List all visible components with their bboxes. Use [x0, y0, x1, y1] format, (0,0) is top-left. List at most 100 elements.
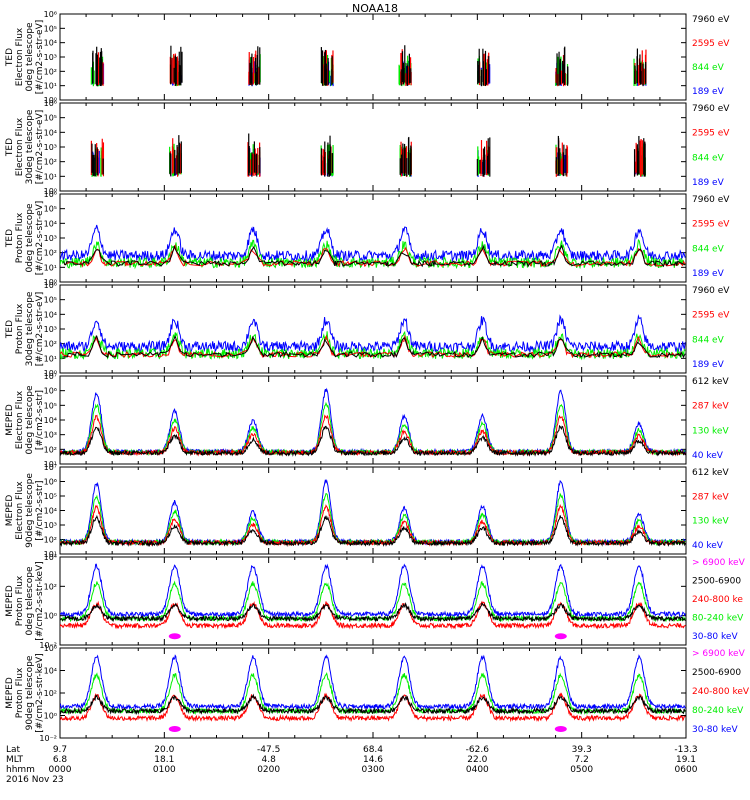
y-tick-label: 10¹: [44, 550, 57, 559]
y-axis-label-line: [#/cm2-s-str-keV]: [35, 653, 45, 732]
series-label: 844 eV: [692, 153, 725, 163]
plot-frame: [59, 193, 687, 283]
y-tick-label: 10⁶: [44, 387, 57, 396]
plot-frame: [59, 556, 687, 646]
y-axis-label-line: [#/cm2-s-str-eV]: [35, 110, 45, 185]
plot-frame: [59, 13, 687, 101]
y-tick-label: 10⁵: [44, 24, 57, 33]
y-axis-label-line: Electron Flux: [15, 117, 25, 176]
series-red: [60, 334, 682, 359]
series-label: 2595 eV: [692, 311, 730, 321]
series-label: 240-800 keV: [692, 687, 750, 697]
y-axis-label-line: [#/cm2-s-str-eV]: [35, 292, 45, 367]
y-tick-label: 10²: [44, 445, 57, 454]
series-label: 287 keV: [692, 402, 729, 412]
series-blue: [60, 224, 686, 263]
plot-frame: [59, 284, 687, 374]
series-label: 2595 eV: [692, 129, 730, 139]
panel-4: 10⁰ 10¹ 10² 10³ 10⁴ 10⁵ 10⁶ TED Proton Flux 30deg…: [5, 281, 730, 378]
y-tick-label: 10¹: [44, 263, 57, 272]
y-axis-label-line: TED: [5, 229, 15, 248]
series-label: 2595 eV: [692, 39, 730, 49]
panel-1: 10⁰ 10¹ 10² 10³ 10⁴ 10⁵ 10⁶ TED Electron Flux 0de…: [5, 10, 730, 105]
series-red: [60, 503, 686, 547]
traces: [90, 45, 647, 87]
footer-mlt-value: 6.8: [53, 755, 68, 765]
y-axis-label-line: Proton Flux: [15, 575, 25, 626]
y-tick-label: 10⁰: [44, 96, 57, 105]
series-blue: [60, 563, 686, 619]
series-label: 7960 eV: [692, 286, 730, 296]
footer-row-label: MLT: [6, 755, 24, 765]
footer-hhmm-value: 0200: [257, 765, 280, 775]
y-tick-label: 10³: [44, 143, 57, 152]
series-blue: [60, 387, 686, 456]
panel-5: 10¹ 10² 10³ 10⁴ 10⁵ 10⁶ 10⁷ MEPED Electron Flux 0…: [5, 372, 729, 469]
y-tick-label: 10⁴: [44, 310, 57, 319]
y-tick-label: 10⁰: [44, 278, 57, 287]
footer-lat-value: -62.6: [466, 745, 490, 755]
footer-row-label: hhmm: [6, 765, 35, 775]
footer-mlt-value: 19.1: [676, 755, 696, 765]
series-black: [60, 693, 686, 716]
y-axis-label-line: MEPED: [5, 677, 15, 709]
y-tick-label: 10⁵: [44, 492, 57, 501]
series-label: 844 eV: [692, 335, 725, 345]
series-label: 189 eV: [692, 178, 725, 188]
y-axis-label-line: Proton Flux: [15, 303, 25, 354]
y-tick-label: 10⁶: [44, 478, 57, 487]
series-label: 844 eV: [692, 63, 725, 73]
panel-3: 10⁰ 10¹ 10² 10³ 10⁴ 10⁵ 10⁶ TED Proton Flux 0deg …: [5, 190, 730, 287]
y-axis-label-line: Proton Flux: [15, 667, 25, 718]
y-axis-label-line: Proton Flux: [15, 212, 25, 263]
footer-lat-value: -13.3: [674, 745, 697, 755]
series-label: 7960 eV: [692, 195, 730, 205]
footer-mlt-value: 22.0: [467, 755, 487, 765]
y-tick-label: 10²: [44, 67, 57, 76]
footer-hhmm-value: 0600: [675, 765, 698, 775]
y-axis-label-line: Electron Flux: [15, 481, 25, 540]
plot-frame: [59, 102, 687, 192]
traces: [60, 387, 686, 457]
series-label: 80-240 keV: [692, 706, 744, 716]
series-label: 30-80 keV: [692, 725, 738, 735]
y-tick-label: 10⁷: [44, 463, 57, 472]
panel-2: 10⁰ 10¹ 10² 10³ 10⁴ 10⁵ 10⁶ TED Electron Flux 30d…: [5, 99, 730, 196]
y-tick-label: 10³: [44, 325, 57, 334]
y-tick-label: 10⁰: [44, 712, 57, 721]
series-label: 189 eV: [692, 269, 725, 279]
y-axis-label-line: 0deg telescope: [25, 385, 35, 455]
y-tick-label: 10⁵: [44, 401, 57, 410]
y-tick-label: 10²: [44, 536, 57, 545]
y-tick-label: 10⁰: [44, 369, 57, 378]
y-tick-label: 10⁷: [44, 372, 57, 381]
series-label: 287 keV: [692, 492, 729, 502]
y-tick-label: 10⁶: [44, 99, 57, 108]
footer-hhmm-value: 0000: [49, 765, 72, 775]
y-tick-label: 10⁴: [44, 553, 57, 562]
y-tick-label: 10⁴: [44, 667, 57, 676]
series-label: 189 eV: [692, 360, 725, 370]
series-black: [62, 334, 686, 359]
y-axis-label-line: TED: [5, 320, 15, 339]
traces: [60, 654, 686, 732]
y-axis-label-line: 30deg telescope: [25, 109, 35, 184]
series-magenta: [168, 726, 567, 732]
series-label: 7960 eV: [692, 104, 730, 114]
series-black: [60, 602, 686, 623]
y-axis-label-line: 90deg telescope: [25, 655, 35, 730]
footer-hhmm-value: 0100: [153, 765, 176, 775]
y-tick-label: 10²: [44, 689, 57, 698]
y-axis-label-line: 0deg telescope: [25, 203, 35, 273]
series-label: > 6900 keV: [692, 558, 746, 568]
footer-lat-value: 9.7: [53, 745, 67, 755]
y-tick-label: 10²: [44, 340, 57, 349]
y-tick-label: 10¹: [44, 354, 57, 363]
footer-lat-value: 68.4: [363, 745, 383, 755]
series-label: 40 keV: [692, 451, 724, 461]
y-tick-label: 10⁴: [44, 416, 57, 425]
y-tick-label: 10³: [44, 53, 57, 62]
series-label: 130 keV: [692, 517, 729, 527]
footer-row-label: Lat: [6, 745, 21, 755]
y-tick-label: 10⁵: [44, 296, 57, 305]
